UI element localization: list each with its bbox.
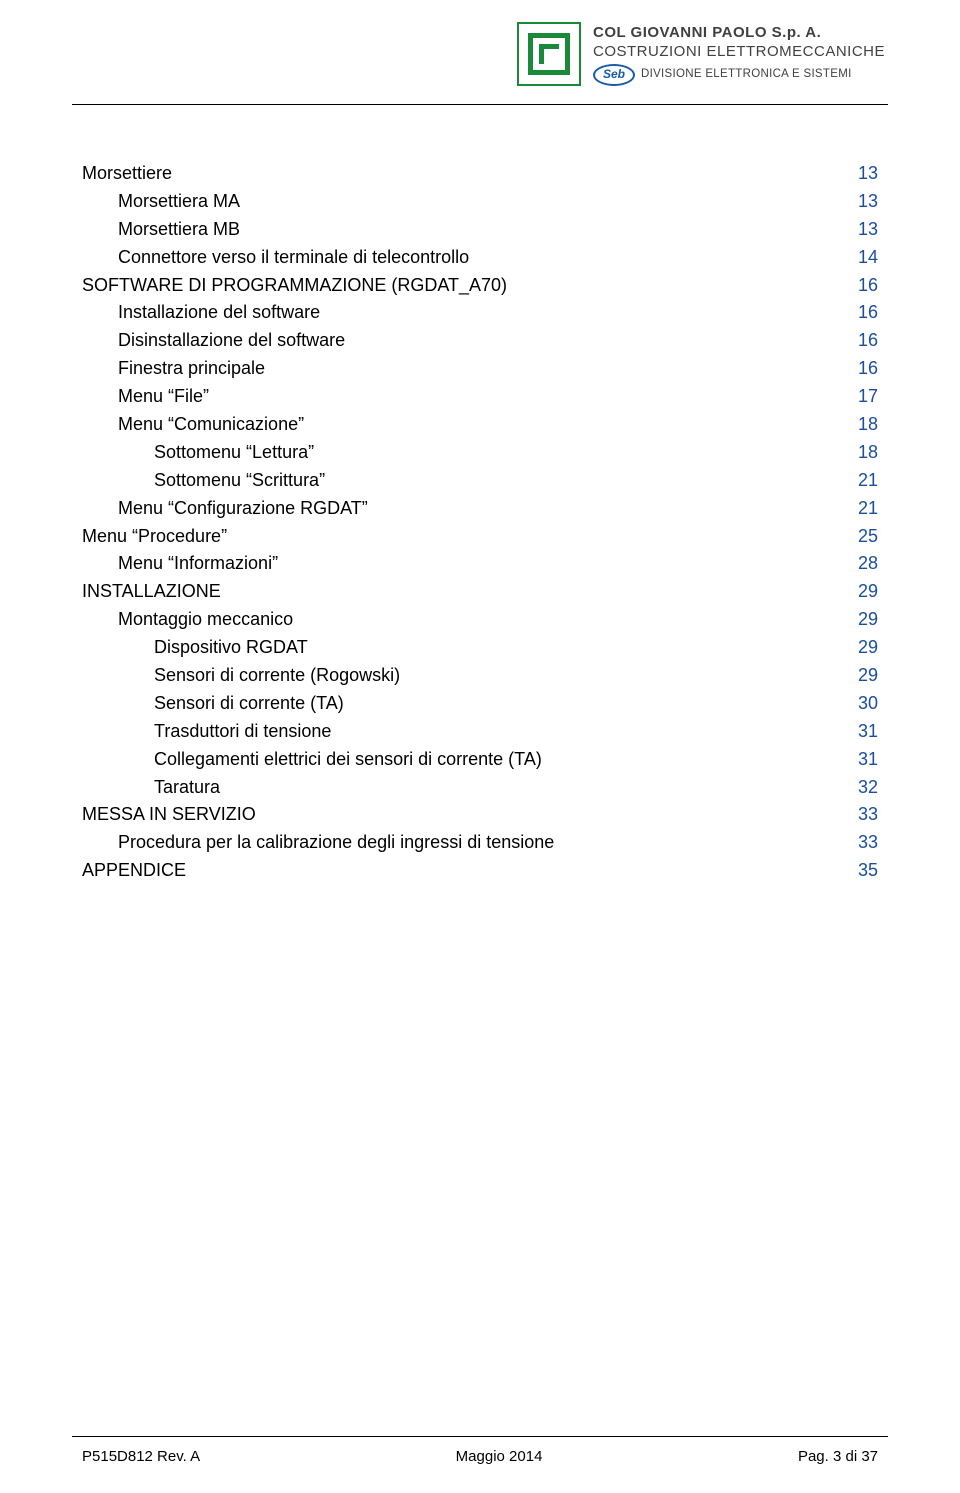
toc-row: Menu “Procedure” 25 bbox=[82, 523, 878, 551]
toc-page-number: 29 bbox=[858, 634, 878, 662]
company-subtitle: COSTRUZIONI ELETTROMECCANICHE bbox=[593, 42, 885, 62]
toc-label: Dispositivo RGDAT bbox=[82, 634, 308, 662]
footer-doc-id: P515D812 Rev. A bbox=[82, 1448, 200, 1465]
toc-page-number: 29 bbox=[858, 662, 878, 690]
toc-label: APPENDICE bbox=[82, 857, 186, 885]
toc-row: Sensori di corrente (Rogowski) 29 bbox=[82, 662, 878, 690]
table-of-contents: Morsettiere13Morsettiera MA13Morsettiera… bbox=[82, 160, 878, 885]
toc-label: Trasduttori di tensione bbox=[82, 718, 331, 746]
toc-label: Disinstallazione del software bbox=[82, 327, 345, 355]
division-row: Seb DIVISIONE ELETTRONICA E SISTEMI bbox=[593, 64, 885, 86]
footer-date: Maggio 2014 bbox=[456, 1448, 543, 1465]
toc-page-number: 16 bbox=[858, 299, 878, 327]
toc-row: Sensori di corrente (TA) 30 bbox=[82, 690, 878, 718]
toc-row: Menu “Comunicazione” 18 bbox=[82, 411, 878, 439]
toc-row: Trasduttori di tensione 31 bbox=[82, 718, 878, 746]
toc-page-number: 13 bbox=[858, 216, 878, 244]
footer-page-number: Pag. 3 di 37 bbox=[798, 1448, 878, 1465]
toc-label: Sensori di corrente (TA) bbox=[82, 690, 344, 718]
toc-row: Disinstallazione del software 16 bbox=[82, 327, 878, 355]
seb-logo-icon: Seb bbox=[593, 64, 635, 86]
toc-page-number: 35 bbox=[858, 857, 878, 885]
company-text-block: COL GIOVANNI PAOLO S.p. A. COSTRUZIONI E… bbox=[593, 23, 885, 86]
toc-label: Connettore verso il terminale di telecon… bbox=[82, 244, 469, 272]
toc-label: Menu “Informazioni” bbox=[82, 550, 278, 578]
toc-label: Procedura per la calibrazione degli ingr… bbox=[82, 829, 554, 857]
toc-row: Taratura 32 bbox=[82, 774, 878, 802]
toc-row: Menu “Configurazione RGDAT” 21 bbox=[82, 495, 878, 523]
toc-page-number: 25 bbox=[858, 523, 878, 551]
toc-page-number: 14 bbox=[858, 244, 878, 272]
toc-row: INSTALLAZIONE 29 bbox=[82, 578, 878, 606]
toc-page-number: 29 bbox=[858, 606, 878, 634]
toc-label: Morsettiera MB bbox=[82, 216, 240, 244]
toc-page-number: 33 bbox=[858, 829, 878, 857]
toc-row: Morsettiere 13 bbox=[82, 160, 878, 188]
toc-row: Dispositivo RGDAT 29 bbox=[82, 634, 878, 662]
toc-page-number: 33 bbox=[858, 801, 878, 829]
toc-row: Menu “Informazioni” 28 bbox=[82, 550, 878, 578]
toc-label: Menu “Comunicazione” bbox=[82, 411, 304, 439]
toc-label: MESSA IN SERVIZIO bbox=[82, 801, 256, 829]
toc-label: Sottomenu “Lettura” bbox=[82, 439, 314, 467]
toc-page-number: 18 bbox=[858, 439, 878, 467]
toc-page-number: 16 bbox=[858, 272, 878, 300]
toc-page-number: 32 bbox=[858, 774, 878, 802]
toc-page-number: 21 bbox=[858, 495, 878, 523]
toc-label: Installazione del software bbox=[82, 299, 320, 327]
division-name: DIVISIONE ELETTRONICA E SISTEMI bbox=[641, 67, 852, 82]
toc-label: Taratura bbox=[82, 774, 220, 802]
toc-page-number: 21 bbox=[858, 467, 878, 495]
toc-label: Collegamenti elettrici dei sensori di co… bbox=[82, 746, 542, 774]
footer-divider bbox=[72, 1436, 888, 1437]
toc-row: Installazione del software 16 bbox=[82, 299, 878, 327]
company-logo-icon bbox=[517, 22, 581, 86]
toc-page-number: 16 bbox=[858, 327, 878, 355]
toc-row: Morsettiera MA 13 bbox=[82, 188, 878, 216]
toc-page-number: 31 bbox=[858, 746, 878, 774]
toc-row: Collegamenti elettrici dei sensori di co… bbox=[82, 746, 878, 774]
toc-row: Sottomenu “Scrittura” 21 bbox=[82, 467, 878, 495]
toc-label: Morsettiere bbox=[82, 160, 172, 188]
toc-page-number: 18 bbox=[858, 411, 878, 439]
toc-label: Morsettiera MA bbox=[82, 188, 240, 216]
toc-page-number: 29 bbox=[858, 578, 878, 606]
page-footer: P515D812 Rev. A Maggio 2014 Pag. 3 di 37 bbox=[82, 1448, 878, 1465]
toc-page-number: 28 bbox=[858, 550, 878, 578]
toc-page-number: 30 bbox=[858, 690, 878, 718]
toc-label: Sottomenu “Scrittura” bbox=[82, 467, 325, 495]
toc-page-number: 13 bbox=[858, 188, 878, 216]
toc-label: Menu “Configurazione RGDAT” bbox=[82, 495, 368, 523]
toc-page-number: 13 bbox=[858, 160, 878, 188]
toc-row: Finestra principale 16 bbox=[82, 355, 878, 383]
toc-row: Menu “File” 17 bbox=[82, 383, 878, 411]
toc-row: APPENDICE 35 bbox=[82, 857, 878, 885]
toc-label: Menu “Procedure” bbox=[82, 523, 227, 551]
toc-row: Morsettiera MB 13 bbox=[82, 216, 878, 244]
page-header: COL GIOVANNI PAOLO S.p. A. COSTRUZIONI E… bbox=[517, 22, 885, 86]
header-divider bbox=[72, 104, 888, 105]
toc-label: Montaggio meccanico bbox=[82, 606, 293, 634]
toc-page-number: 16 bbox=[858, 355, 878, 383]
toc-label: INSTALLAZIONE bbox=[82, 578, 221, 606]
toc-row: SOFTWARE DI PROGRAMMAZIONE (RGDAT_A70) 16 bbox=[82, 272, 878, 300]
toc-label: Menu “File” bbox=[82, 383, 209, 411]
company-name: COL GIOVANNI PAOLO S.p. A. bbox=[593, 23, 885, 43]
toc-page-number: 31 bbox=[858, 718, 878, 746]
toc-label: Finestra principale bbox=[82, 355, 265, 383]
toc-label: SOFTWARE DI PROGRAMMAZIONE (RGDAT_A70) bbox=[82, 272, 507, 300]
toc-row: Connettore verso il terminale di telecon… bbox=[82, 244, 878, 272]
toc-row: Procedura per la calibrazione degli ingr… bbox=[82, 829, 878, 857]
toc-row: Montaggio meccanico 29 bbox=[82, 606, 878, 634]
toc-row: Sottomenu “Lettura” 18 bbox=[82, 439, 878, 467]
toc-row: MESSA IN SERVIZIO 33 bbox=[82, 801, 878, 829]
toc-page-number: 17 bbox=[858, 383, 878, 411]
toc-label: Sensori di corrente (Rogowski) bbox=[82, 662, 400, 690]
